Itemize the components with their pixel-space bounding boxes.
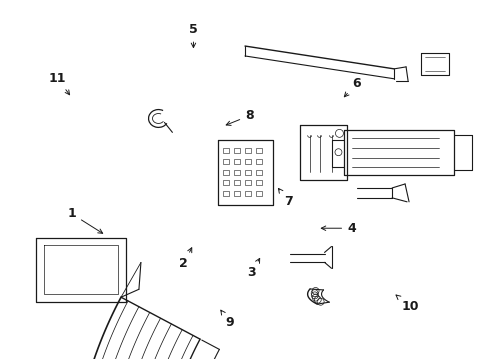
Bar (244, 170, 250, 175)
Bar (255, 192, 262, 196)
Text: 5: 5 (189, 23, 198, 48)
Bar (223, 148, 228, 153)
Text: 6: 6 (344, 77, 360, 97)
Bar (255, 170, 262, 175)
Text: 7: 7 (278, 188, 292, 208)
Bar (223, 192, 228, 196)
Bar (223, 159, 228, 164)
Text: 10: 10 (395, 295, 418, 313)
Bar (234, 148, 240, 153)
Bar (255, 180, 262, 185)
Bar (223, 170, 228, 175)
Text: 1: 1 (67, 207, 102, 233)
Bar (234, 192, 240, 196)
Bar (244, 148, 250, 153)
Bar (244, 180, 250, 185)
Text: 2: 2 (179, 248, 191, 270)
Bar (255, 159, 262, 164)
Bar (223, 180, 228, 185)
Bar (234, 159, 240, 164)
Text: 4: 4 (321, 222, 355, 235)
Text: 9: 9 (221, 310, 234, 329)
Text: 11: 11 (48, 72, 69, 95)
Bar (255, 148, 262, 153)
Text: 8: 8 (226, 109, 253, 125)
Bar (244, 159, 250, 164)
Bar (234, 180, 240, 185)
Text: 3: 3 (247, 258, 259, 279)
Bar (244, 192, 250, 196)
Bar (234, 170, 240, 175)
